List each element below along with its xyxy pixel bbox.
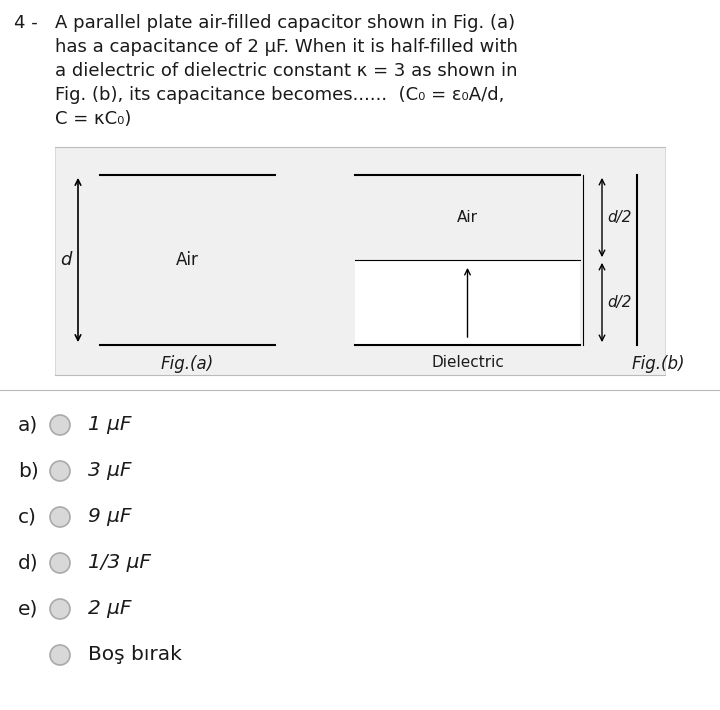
Text: Air: Air [176, 251, 199, 269]
Circle shape [50, 599, 70, 619]
Text: 2 μF: 2 μF [88, 599, 132, 618]
Text: d/2: d/2 [607, 295, 631, 310]
Text: Fig.(a): Fig.(a) [161, 355, 214, 373]
Circle shape [50, 553, 70, 573]
Circle shape [50, 415, 70, 435]
Text: d/2: d/2 [607, 210, 631, 225]
Text: 1 μF: 1 μF [88, 415, 132, 435]
Text: has a capacitance of 2 μF. When it is half-filled with: has a capacitance of 2 μF. When it is ha… [55, 38, 518, 56]
Text: 9 μF: 9 μF [88, 508, 132, 527]
Text: c): c) [18, 508, 37, 527]
Bar [55, 147, 665, 375]
Text: Fig.(b): Fig.(b) [632, 355, 685, 373]
Text: 4 -: 4 - [14, 14, 37, 32]
Bar [355, 260, 580, 345]
Text: A parallel plate air-filled capacitor shown in Fig. (a): A parallel plate air-filled capacitor sh… [55, 14, 515, 32]
Text: e): e) [18, 599, 38, 618]
Text: Air: Air [457, 210, 478, 225]
Text: 1/3 μF: 1/3 μF [88, 554, 151, 572]
Text: Fig. (b), its capacitance becomes......  (C₀ = ε₀A/d,: Fig. (b), its capacitance becomes...... … [55, 86, 505, 104]
Text: Dielectric: Dielectric [431, 355, 504, 370]
Text: a): a) [18, 415, 38, 435]
Text: d: d [60, 251, 72, 269]
Text: 3 μF: 3 μF [88, 462, 132, 481]
Text: Boş bırak: Boş bırak [88, 645, 182, 665]
Circle shape [50, 645, 70, 665]
Text: b): b) [18, 462, 39, 481]
Circle shape [50, 507, 70, 527]
Text: C = κC₀): C = κC₀) [55, 110, 131, 128]
Circle shape [50, 461, 70, 481]
Text: d): d) [18, 554, 39, 572]
Text: a dielectric of dielectric constant κ = 3 as shown in: a dielectric of dielectric constant κ = … [55, 62, 518, 80]
